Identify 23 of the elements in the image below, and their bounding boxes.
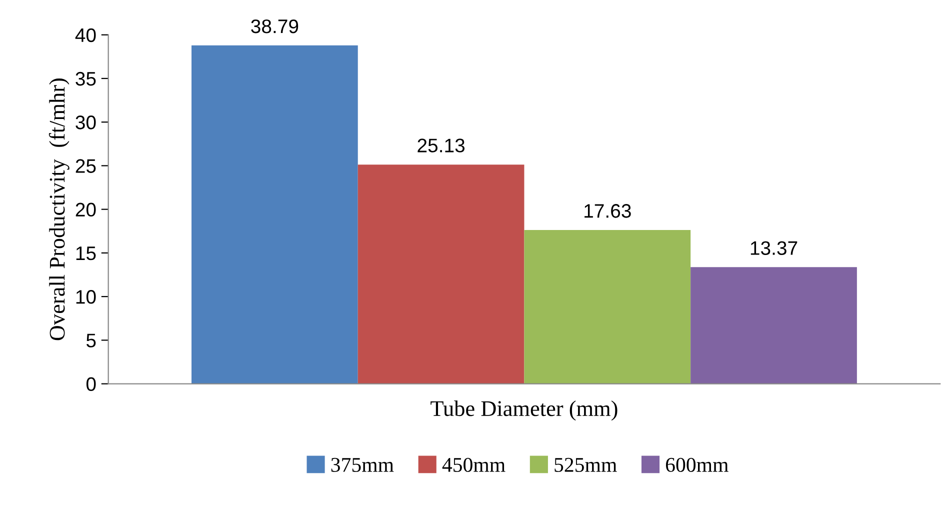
- data-label: 17.63: [584, 204, 631, 218]
- y-tick-label: 35: [76, 72, 96, 86]
- bar: [524, 230, 691, 384]
- bar: [358, 164, 524, 384]
- y-tick-label: 25: [76, 159, 96, 173]
- bar: [690, 267, 857, 384]
- data-label: 13.37: [750, 241, 798, 255]
- legend-label: 600mm: [666, 458, 728, 472]
- legend-label: 375mm: [331, 458, 394, 472]
- bar: [192, 45, 358, 384]
- y-axis-title: Overall Productivity (ft/mhr): [48, 78, 70, 340]
- data-label: 25.13: [418, 138, 465, 152]
- y-tick-label: 30: [76, 116, 96, 130]
- legend-label: 450mm: [442, 458, 506, 472]
- y-tick-label: 40: [75, 28, 96, 42]
- y-tick-label: 5: [86, 334, 96, 348]
- y-tick-label: 20: [76, 202, 96, 217]
- data-label: 38.79: [251, 19, 298, 34]
- x-axis-title: Tube Diameter (mm): [430, 400, 618, 421]
- y-tick-label: 10: [76, 290, 96, 304]
- y-tick-label: 0: [86, 377, 96, 392]
- y-tick-label: 15: [76, 246, 96, 260]
- legend-label: 525mm: [554, 458, 617, 472]
